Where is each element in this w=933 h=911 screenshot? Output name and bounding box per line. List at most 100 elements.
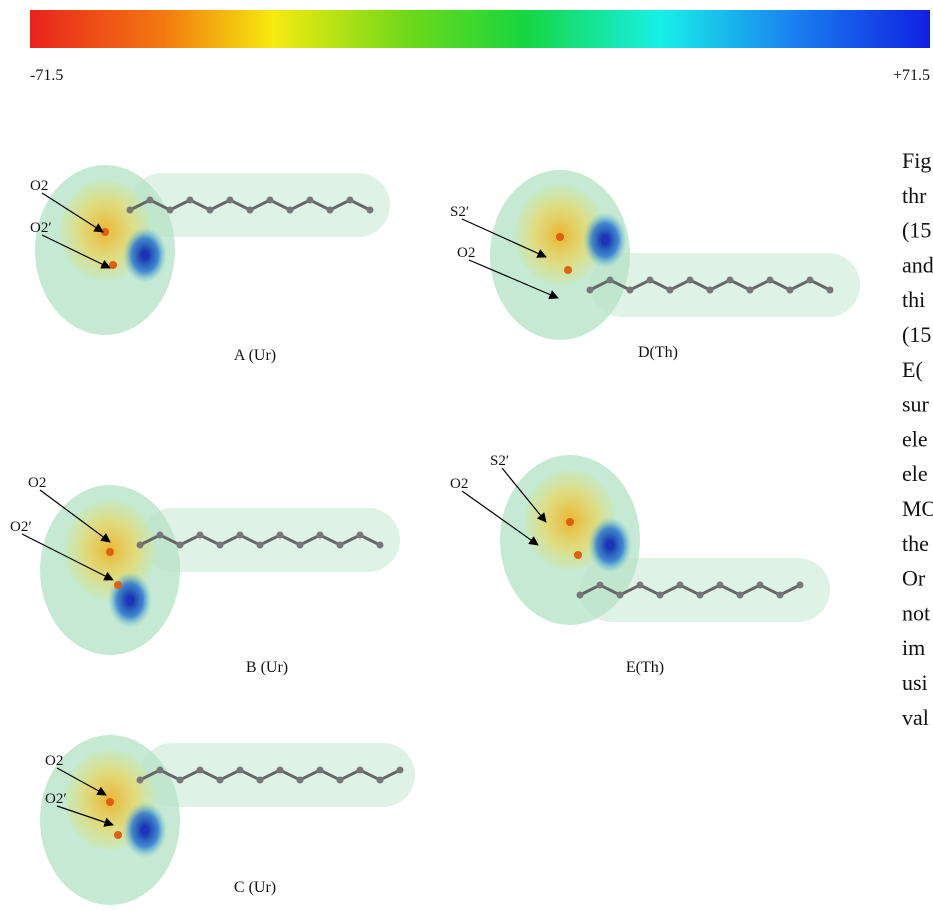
atom-label: O2 bbox=[30, 178, 48, 194]
atom bbox=[106, 548, 114, 556]
atom bbox=[126, 596, 134, 604]
atom bbox=[114, 831, 122, 839]
atom bbox=[177, 777, 184, 784]
panel-label: B (Ur) bbox=[246, 659, 288, 676]
atom bbox=[347, 197, 354, 204]
atom bbox=[397, 767, 404, 774]
atom-label: S2′ bbox=[490, 453, 509, 469]
atom bbox=[827, 287, 834, 294]
atom bbox=[787, 287, 794, 294]
atom-label: O2 bbox=[457, 245, 475, 261]
atom bbox=[627, 287, 634, 294]
atom bbox=[607, 277, 614, 284]
color-min: -71.5 bbox=[30, 67, 63, 84]
atom-label: O2′ bbox=[10, 519, 32, 535]
panel-label: A (Ur) bbox=[234, 347, 276, 364]
figure: -71.5 +71.5 A (Ur) O2 O2′ D(Th) S2′ O2 B (Ur) O… bbox=[0, 0, 933, 911]
atom bbox=[257, 777, 264, 784]
atom bbox=[127, 207, 134, 214]
caption-line: MO bbox=[902, 496, 933, 521]
atom-label: S2′ bbox=[450, 204, 469, 220]
atom bbox=[367, 207, 374, 214]
panels: A (Ur) O2 O2′ D(Th) S2′ O2 B (Ur) O2 O2′ E(Th) S2′… bbox=[10, 165, 860, 905]
atom bbox=[597, 582, 604, 589]
atom bbox=[617, 592, 624, 599]
panel-label: E(Th) bbox=[626, 659, 664, 676]
atom bbox=[587, 287, 594, 294]
atom bbox=[777, 592, 784, 599]
atom bbox=[197, 532, 204, 539]
atom bbox=[337, 777, 344, 784]
caption-line: val bbox=[902, 705, 929, 730]
caption: Figthr(15andthi(15E(sureleeleMOtheOrnoti… bbox=[902, 148, 933, 730]
caption-line: sur bbox=[902, 392, 930, 417]
atom bbox=[247, 207, 254, 214]
atom bbox=[109, 261, 117, 269]
caption-line: (15 bbox=[902, 218, 931, 243]
atom bbox=[767, 277, 774, 284]
atom bbox=[574, 551, 582, 559]
atom bbox=[707, 287, 714, 294]
atom bbox=[377, 777, 384, 784]
atom bbox=[697, 592, 704, 599]
caption-line: ele bbox=[902, 461, 928, 486]
caption-line: Fig bbox=[902, 148, 931, 173]
atom bbox=[197, 767, 204, 774]
atom bbox=[237, 767, 244, 774]
atom bbox=[177, 542, 184, 549]
atom-label: O2′ bbox=[45, 791, 67, 807]
surface-chain bbox=[140, 743, 415, 807]
atom bbox=[157, 767, 164, 774]
atom bbox=[327, 207, 334, 214]
atom bbox=[141, 251, 149, 259]
atom bbox=[797, 582, 804, 589]
atom bbox=[564, 266, 572, 274]
caption-line: thi bbox=[902, 287, 925, 312]
atom bbox=[667, 287, 674, 294]
atom-label: O2 bbox=[450, 476, 468, 492]
caption-line: ele bbox=[902, 426, 928, 451]
atom bbox=[237, 532, 244, 539]
atom bbox=[747, 287, 754, 294]
atom bbox=[687, 277, 694, 284]
caption-line: the bbox=[902, 531, 929, 556]
atom bbox=[267, 197, 274, 204]
atom bbox=[297, 542, 304, 549]
atom bbox=[577, 592, 584, 599]
atom bbox=[217, 777, 224, 784]
atom bbox=[157, 532, 164, 539]
atom bbox=[287, 207, 294, 214]
panel-label: C (Ur) bbox=[234, 879, 276, 896]
atom bbox=[277, 767, 284, 774]
atom bbox=[677, 582, 684, 589]
atom bbox=[257, 542, 264, 549]
panel-label: D(Th) bbox=[638, 344, 678, 361]
atom bbox=[807, 277, 814, 284]
atom bbox=[317, 532, 324, 539]
caption-line: im bbox=[902, 635, 925, 660]
atom-label: O2 bbox=[45, 753, 63, 769]
atom bbox=[717, 582, 724, 589]
caption-line: usi bbox=[902, 670, 928, 695]
atom bbox=[137, 542, 144, 549]
color-bar bbox=[30, 10, 930, 48]
atom bbox=[277, 532, 284, 539]
caption-line: and bbox=[902, 252, 933, 277]
color-max: +71.5 bbox=[893, 67, 930, 84]
caption-line: Or bbox=[902, 566, 926, 591]
atom bbox=[737, 592, 744, 599]
atom bbox=[357, 532, 364, 539]
atom bbox=[637, 582, 644, 589]
atom bbox=[114, 581, 122, 589]
atom bbox=[227, 197, 234, 204]
caption-line: not bbox=[902, 600, 930, 625]
atom-label: O2 bbox=[28, 475, 46, 491]
atom bbox=[217, 542, 224, 549]
atom-label: O2′ bbox=[30, 220, 52, 236]
caption-line: E( bbox=[902, 357, 923, 382]
atom bbox=[601, 236, 609, 244]
atom bbox=[377, 542, 384, 549]
atom bbox=[307, 197, 314, 204]
caption-line: (15 bbox=[902, 322, 931, 347]
atom bbox=[137, 777, 144, 784]
